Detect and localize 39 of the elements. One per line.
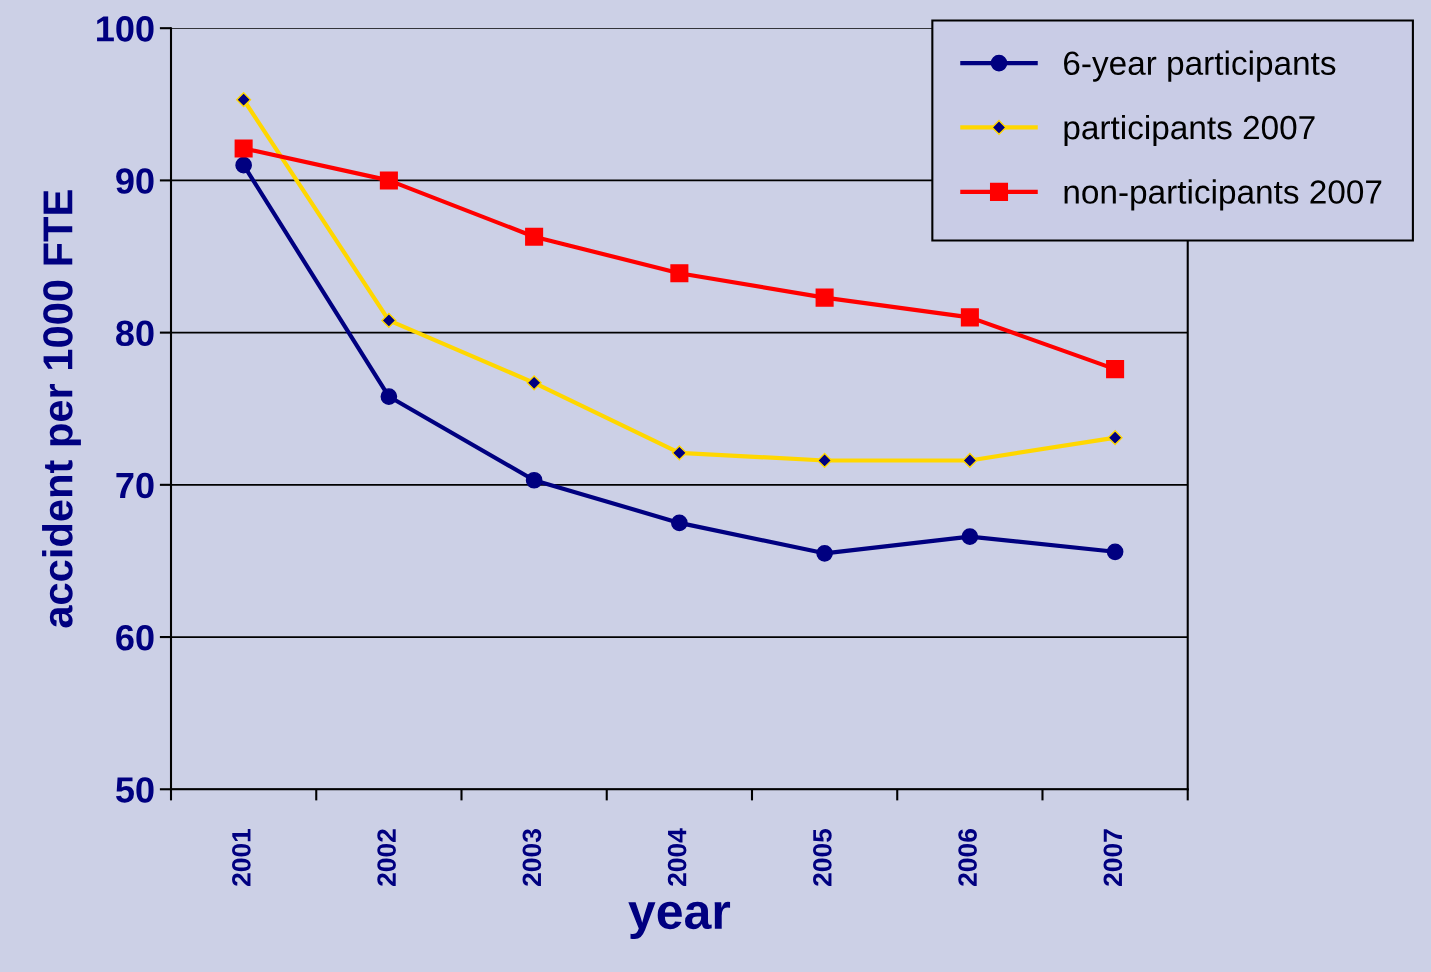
- point: [525, 227, 544, 246]
- point: [1107, 430, 1123, 446]
- x-tick-label: 2006: [958, 829, 977, 886]
- point: [962, 452, 978, 469]
- y-tick-label: 90: [116, 168, 154, 194]
- point: [236, 92, 252, 108]
- point: [815, 288, 834, 307]
- point: [816, 544, 833, 562]
- legend-label: non-participants 2007: [1064, 179, 1382, 211]
- point: [960, 308, 979, 327]
- point: [526, 375, 542, 391]
- point: [234, 139, 253, 158]
- legend-label: participants 2007: [1064, 114, 1315, 147]
- point: [379, 171, 398, 190]
- y-tick-label: 80: [116, 320, 154, 347]
- point: [235, 156, 252, 174]
- point: [671, 514, 688, 532]
- point: [1106, 360, 1125, 379]
- point: [1106, 543, 1124, 561]
- x-tick-label: 2004: [667, 828, 687, 886]
- point: [525, 471, 543, 489]
- y-tick-label: 100: [97, 16, 154, 42]
- x-tick-label: 2001: [232, 828, 251, 886]
- point: [961, 528, 979, 545]
- x-tick-label: 2005: [813, 828, 832, 886]
- x-tick-label: 2007: [1103, 829, 1123, 886]
- y-tick-label: 60: [116, 624, 154, 651]
- point: [817, 452, 833, 469]
- x-tick-label: 2003: [522, 829, 542, 886]
- x-tick-label: 2002: [377, 829, 396, 886]
- y-tick-label: 70: [116, 472, 154, 499]
- point: [671, 445, 687, 461]
- y-axis-title: accident per 1000 FTE: [42, 190, 81, 628]
- point: [381, 312, 397, 329]
- x-axis-title: year: [628, 901, 731, 940]
- point: [670, 264, 689, 283]
- point: [380, 388, 398, 405]
- legend-label: 6-year participants: [1064, 50, 1336, 82]
- y-tick-label: 50: [115, 777, 154, 803]
